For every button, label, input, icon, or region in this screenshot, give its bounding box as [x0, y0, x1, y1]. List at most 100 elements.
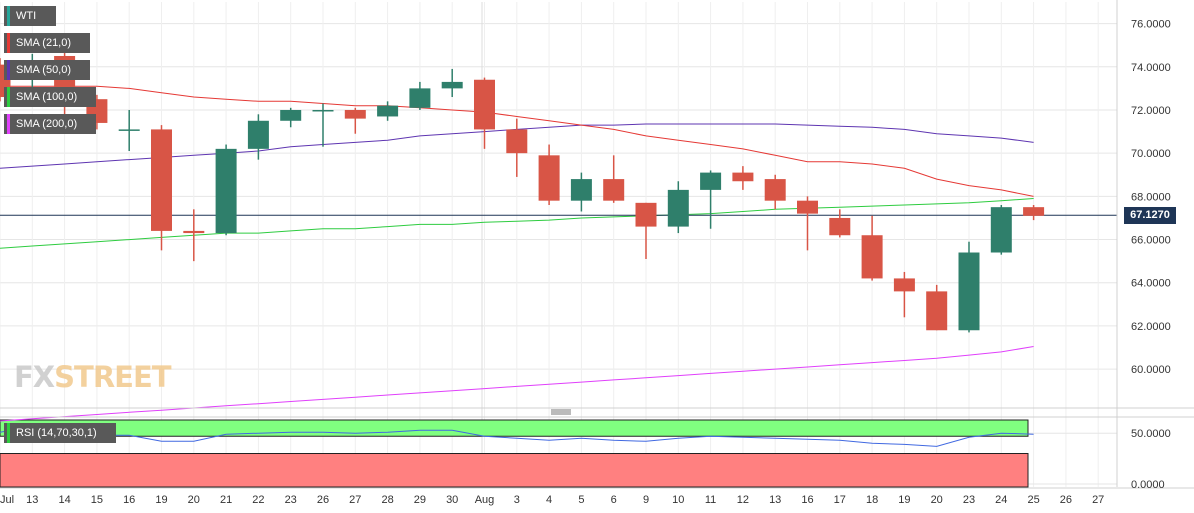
legend-label: SMA (21,0)	[16, 37, 72, 49]
legend-swatch	[7, 60, 10, 80]
candle-body	[0, 64, 11, 98]
candle	[0, 58, 11, 102]
x-tick-label: 24	[995, 494, 1007, 506]
candle-body	[700, 172, 722, 190]
candle-body	[829, 217, 851, 236]
candle	[764, 174, 786, 210]
legend-item-sma-50: SMA (50,0)	[4, 60, 90, 80]
candle	[312, 103, 334, 147]
x-tick-label: 13	[26, 494, 38, 506]
candle	[700, 170, 722, 229]
x-tick-label: 19	[898, 494, 910, 506]
legend-item-sma-21: SMA (21,0)	[4, 33, 90, 53]
candle	[538, 144, 560, 205]
x-tick-label: 23	[963, 494, 975, 506]
x-tick-label: 16	[801, 494, 813, 506]
candle-body	[861, 235, 883, 279]
candle-body	[732, 172, 754, 182]
candle	[603, 155, 625, 203]
legend-item-wti: WTI	[4, 6, 56, 26]
x-tick-label: 21	[220, 494, 232, 506]
legend-item-sma-100: SMA (100,0)	[4, 87, 96, 107]
candle	[409, 81, 431, 110]
x-tick-label: 6	[611, 494, 617, 506]
sma21-line	[0, 85, 1034, 197]
sma200-line	[0, 346, 1034, 422]
candles	[0, 49, 1045, 333]
x-tick-label: 9	[643, 494, 649, 506]
candle-body	[926, 291, 948, 331]
legend-label: SMA (200,0)	[16, 118, 78, 130]
candle-body	[1023, 207, 1045, 216]
x-tick-label: 23	[285, 494, 297, 506]
candle	[1023, 205, 1045, 221]
date-axis: Jul 13 14 15 16 19 20 21 22 23 26 27 28 29 30 Aug 3 4 5 6 9 1…	[0, 494, 1104, 506]
price-axis: 76.0000 74.0000 72.0000 70.0000 68.0000 66.00…	[1131, 19, 1171, 377]
x-tick-label: 15	[91, 494, 103, 506]
legend-swatch	[7, 33, 10, 53]
candle-body	[344, 109, 366, 119]
y-tick-label: 74.0000	[1131, 62, 1171, 74]
y-tick-label: 76.0000	[1131, 19, 1171, 31]
rsi-tick-label: 50.0000	[1131, 428, 1171, 440]
x-tick-label: 25	[1027, 494, 1039, 506]
y-tick-label: 60.0000	[1131, 364, 1171, 376]
candle	[280, 107, 302, 128]
candle	[667, 181, 689, 234]
candle-body	[990, 207, 1012, 253]
candle-body	[215, 148, 237, 234]
candle	[215, 144, 237, 236]
x-tick-label: 10	[672, 494, 684, 506]
candle	[926, 284, 948, 331]
candle-body	[151, 129, 172, 231]
rsi-band	[0, 419, 1029, 437]
candle	[151, 125, 172, 251]
candle	[635, 202, 657, 259]
legend-swatch	[7, 114, 10, 134]
main-grid	[0, 2, 1117, 487]
x-tick-label: 27	[349, 494, 361, 506]
x-tick-label: 11	[705, 494, 716, 506]
candle-body	[506, 129, 528, 154]
frames	[0, 0, 1194, 489]
y-tick-label: 66.0000	[1131, 235, 1171, 247]
candle	[183, 209, 205, 262]
candle	[247, 114, 269, 160]
fxstreet-watermark-logo: FXSTREET	[14, 360, 172, 394]
candle-body	[441, 81, 463, 89]
x-tick-label: 16	[123, 494, 135, 506]
candle-body	[247, 120, 269, 149]
legend-swatch	[7, 87, 10, 107]
candle-body	[667, 189, 689, 227]
candle	[732, 166, 754, 190]
x-tick-label: 29	[414, 494, 426, 506]
rsi-axis: 50.0000 0.0000	[1131, 428, 1171, 491]
candle-body	[183, 230, 205, 234]
last-price-tag: 67.1270	[1124, 207, 1176, 224]
y-tick-label: 72.0000	[1131, 105, 1171, 117]
watermark-street: STREET	[54, 360, 171, 394]
legend-label: RSI (14,70,30,1)	[16, 427, 97, 439]
rsi-series-line	[0, 425, 1034, 447]
candle	[570, 172, 592, 212]
legend-swatch	[7, 423, 10, 443]
candle-body	[958, 252, 980, 331]
candle-body	[312, 109, 334, 112]
candle-body	[893, 278, 915, 292]
candle	[344, 107, 366, 134]
x-tick-label: 12	[737, 494, 749, 506]
x-tick-label: 4	[546, 494, 552, 506]
pane-splitter-handle[interactable]	[551, 409, 571, 415]
candle	[829, 209, 851, 238]
x-tick-label: 22	[252, 494, 264, 506]
candle	[893, 271, 915, 318]
candle	[474, 77, 495, 149]
candle-body	[764, 179, 786, 201]
x-tick-label: 20	[931, 494, 943, 506]
legend-item-sma-200: SMA (200,0)	[4, 114, 96, 134]
candle-body	[409, 88, 431, 108]
candle	[861, 215, 883, 281]
y-tick-label: 62.0000	[1131, 321, 1171, 333]
rsi-line	[0, 425, 1034, 447]
watermark-fx: FX	[14, 360, 55, 394]
